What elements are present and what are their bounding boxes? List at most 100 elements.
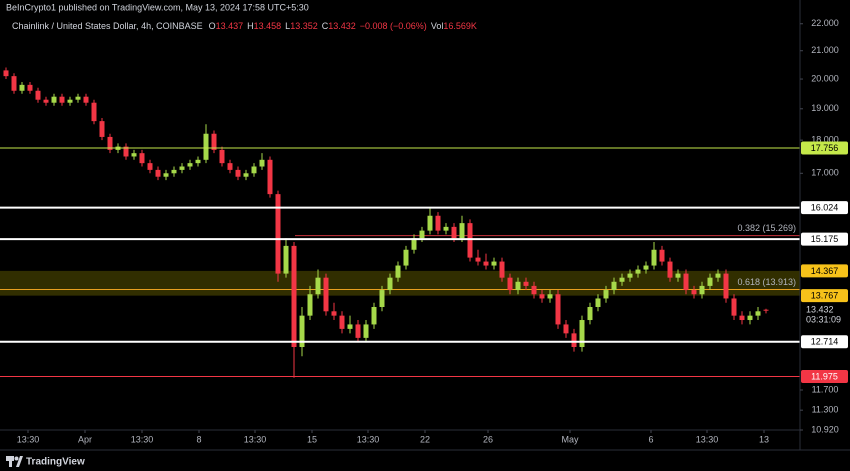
candle-body: [107, 136, 113, 150]
candle-body: [83, 96, 89, 103]
candle-body: [11, 76, 17, 91]
volume-label: Vol: [431, 21, 444, 31]
symbol: Chainlink / United States Dollar, 4h, CO…: [12, 21, 203, 31]
x-tick-label: 13:30: [357, 434, 380, 444]
candle-body: [531, 285, 537, 295]
published-line: BeInCrypto1 published on TradingView.com…: [6, 2, 309, 12]
y-tick-label: 11.700: [812, 384, 839, 394]
candle-body: [227, 163, 233, 170]
candle-body: [139, 153, 145, 164]
logo-part: [14, 456, 19, 461]
candle-body: [75, 96, 81, 100]
candle-body: [635, 269, 641, 274]
readout-label: O: [209, 21, 216, 31]
candle-body: [651, 249, 657, 266]
readout-label: L: [285, 21, 290, 31]
candle-body: [91, 102, 97, 122]
candle-body: [371, 306, 377, 325]
candle-body: [179, 166, 185, 170]
level-badge-bg: [801, 232, 848, 246]
candle-body: [603, 290, 609, 299]
y-tick-label: 22.000: [811, 18, 839, 28]
candle-body: [355, 324, 361, 338]
candle-body: [131, 153, 137, 157]
candle-body: [43, 99, 49, 103]
volume-value: 16.569K: [443, 21, 477, 31]
level-badge-bg: [801, 201, 848, 215]
candle-body: [363, 324, 369, 338]
candle-body: [667, 261, 673, 278]
y-tick-label: 18.000: [811, 135, 839, 145]
x-tick-label: 13:30: [696, 434, 719, 444]
y-tick-label: 21.000: [811, 45, 839, 55]
candle-body: [499, 261, 505, 278]
readout-value: 13.432: [328, 21, 356, 31]
change: −0.008 (−0.06%): [360, 21, 427, 31]
y-tick-label: 10.920: [811, 424, 839, 434]
candle-body: [731, 298, 737, 316]
y-tick-label: 20.000: [811, 73, 839, 83]
readout-value: 13.352: [290, 21, 318, 31]
candle-body: [147, 163, 153, 170]
candle-body: [659, 249, 665, 262]
candle-body: [587, 306, 593, 321]
level-badge-bg: [801, 370, 848, 384]
x-tick-label: May: [561, 434, 579, 444]
tv-logo: [6, 456, 23, 467]
x-tick-label: 22: [420, 434, 430, 444]
candle-body: [387, 277, 393, 291]
candle-body: [163, 173, 169, 177]
candle-body: [427, 215, 433, 231]
candle-body: [195, 159, 201, 164]
x-tick-label: 26: [483, 434, 493, 444]
readout-label: C: [322, 21, 329, 31]
candle-body: [483, 261, 489, 266]
candle-body: [339, 315, 345, 329]
candle-body: [579, 320, 585, 348]
zone-badge-bg: [801, 289, 848, 303]
candle-body: [683, 273, 689, 291]
level-badge: 12.714: [811, 337, 839, 347]
candle-body: [235, 169, 241, 177]
candle-body: [675, 273, 681, 278]
candle-body: [203, 133, 209, 160]
candle-body: [723, 273, 729, 299]
y-tick-label: 19.000: [811, 103, 839, 113]
candle-body: [395, 265, 401, 278]
x-tick-label: 8: [196, 434, 201, 444]
candle-body: [507, 277, 513, 291]
candle-body: [307, 294, 313, 316]
candle-body: [403, 249, 409, 266]
current-price: 13.432: [806, 304, 834, 314]
candle-body: [595, 298, 601, 307]
fib-label: 0.618 (13.913): [737, 277, 796, 287]
fib-label: 0.382 (15.269): [737, 223, 796, 233]
candle-body: [219, 149, 225, 164]
candle-body: [283, 245, 289, 274]
candle-body: [747, 315, 753, 321]
candle-body: [379, 290, 385, 307]
zone-badge: 14.367: [811, 266, 839, 276]
candle-body: [411, 238, 417, 250]
candle-body: [171, 169, 177, 174]
x-tick-label: 13:30: [131, 434, 154, 444]
readout-value: 13.437: [216, 21, 244, 31]
candle-body: [35, 90, 41, 100]
candle-body: [451, 226, 457, 239]
candle-body: [99, 121, 105, 137]
candle-body: [555, 294, 561, 325]
candle-body: [547, 294, 553, 299]
candle-body: [59, 96, 65, 103]
candle-body: [259, 159, 265, 167]
candle-body: [739, 315, 745, 321]
level-badge: 17.756: [811, 143, 839, 153]
candle-body: [523, 281, 529, 286]
candle-body: [275, 194, 281, 274]
logo-part: [16, 456, 23, 467]
x-tick-label: 13: [759, 434, 769, 444]
candle-body: [707, 277, 713, 286]
candle-body: [51, 96, 57, 103]
candle-body: [443, 226, 449, 231]
candle-body: [539, 294, 545, 299]
